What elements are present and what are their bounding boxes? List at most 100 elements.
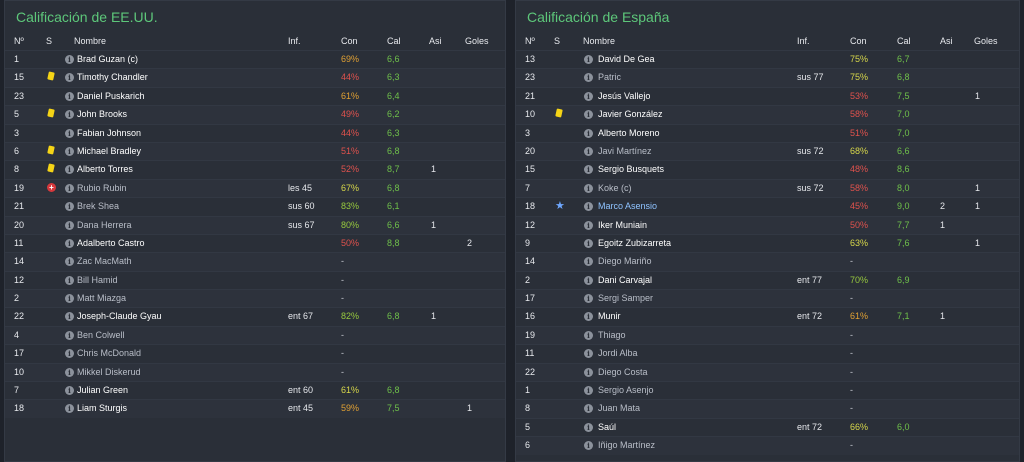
- info-icon[interactable]: i: [65, 312, 74, 322]
- table-row[interactable]: 7 i Koke (c) sus 72 58% 8,0 1: [516, 178, 1019, 198]
- player-name[interactable]: Rubio Rubin: [77, 182, 127, 193]
- player-name[interactable]: Liam Sturgis: [77, 403, 128, 414]
- table-row[interactable]: 17 i Sergi Samper -: [516, 289, 1019, 308]
- col-con-header[interactable]: Con: [341, 36, 358, 46]
- col-s-header[interactable]: S: [554, 36, 561, 46]
- info-icon[interactable]: i: [65, 128, 74, 138]
- player-name[interactable]: Michael Bradley: [77, 145, 142, 156]
- info-icon[interactable]: i: [65, 275, 74, 285]
- table-row[interactable]: 23 i Daniel Puskarich 61% 6,4: [5, 86, 505, 105]
- table-row[interactable]: 10 i Mikkel Diskerud -: [5, 362, 505, 382]
- player-name[interactable]: Patric: [598, 72, 622, 83]
- table-row[interactable]: 19 i Thiago -: [516, 325, 1019, 345]
- info-icon[interactable]: i: [584, 55, 593, 64]
- table-row[interactable]: 13 i David De Gea 75% 6,7: [516, 50, 1019, 68]
- table-row[interactable]: 6 i Iñigo Martínez -: [516, 436, 1019, 455]
- info-icon[interactable]: i: [584, 183, 593, 193]
- player-name[interactable]: Munir: [598, 311, 621, 322]
- player-name[interactable]: Koke (c): [598, 182, 632, 193]
- table-row[interactable]: 9 i Egoitz Zubizarreta 63% 7,6 1: [516, 233, 1019, 252]
- player-name[interactable]: Adalberto Castro: [77, 237, 145, 248]
- info-icon[interactable]: i: [584, 312, 593, 322]
- col-con-header[interactable]: Con: [850, 36, 867, 46]
- info-icon[interactable]: i: [584, 349, 593, 359]
- player-name[interactable]: Javi Martínez: [598, 145, 652, 156]
- player-name[interactable]: Jordi Alba: [598, 348, 638, 359]
- info-icon[interactable]: i: [584, 275, 593, 285]
- player-name[interactable]: Iñigo Martínez: [598, 440, 656, 451]
- info-icon[interactable]: i: [584, 257, 593, 267]
- player-name[interactable]: Chris McDonald: [77, 348, 142, 359]
- player-name[interactable]: Diego Mariño: [598, 256, 652, 267]
- table-row[interactable]: 23 i Patric sus 77 75% 6,8: [516, 68, 1019, 87]
- col-name-header[interactable]: Nombre: [583, 36, 616, 46]
- col-inf-header[interactable]: Inf.: [288, 36, 301, 46]
- info-icon[interactable]: i: [65, 294, 74, 304]
- info-icon[interactable]: i: [65, 55, 74, 64]
- table-row[interactable]: 18 i Liam Sturgis ent 45 59% 7,5 1: [5, 399, 505, 418]
- player-name[interactable]: Timothy Chandler: [77, 72, 148, 83]
- table-row[interactable]: 6 i Michael Bradley 51% 6,8: [5, 141, 505, 161]
- table-row[interactable]: 2 i Dani Carvajal ent 77 70% 6,9: [516, 270, 1019, 289]
- player-name[interactable]: Ben Colwell: [77, 329, 125, 340]
- info-icon[interactable]: i: [584, 165, 593, 175]
- player-name[interactable]: Saúl: [598, 421, 617, 432]
- info-icon[interactable]: i: [584, 220, 593, 230]
- player-name[interactable]: Egoitz Zubizarreta: [598, 237, 672, 248]
- info-icon[interactable]: i: [584, 367, 593, 377]
- player-name[interactable]: Alberto Torres: [77, 164, 133, 175]
- col-goles-header[interactable]: Goles: [974, 36, 998, 46]
- info-icon[interactable]: i: [584, 422, 593, 432]
- player-name[interactable]: Joseph-Claude Gyau: [77, 311, 162, 322]
- info-icon[interactable]: i: [65, 220, 74, 230]
- col-cal-header[interactable]: Cal: [897, 36, 911, 46]
- player-name[interactable]: Sergi Samper: [598, 293, 654, 304]
- info-icon[interactable]: i: [65, 165, 74, 175]
- info-icon[interactable]: i: [584, 404, 593, 414]
- player-name[interactable]: Alberto Moreno: [598, 127, 660, 138]
- table-row[interactable]: 19 + i Rubio Rubin les 45 67% 6,8: [5, 178, 505, 198]
- player-name[interactable]: Julian Green: [77, 385, 129, 396]
- player-name[interactable]: Sergio Busquets: [598, 164, 665, 175]
- table-row[interactable]: 1 i Brad Guzan (c) 69% 6,6: [5, 50, 505, 68]
- player-name[interactable]: Jesús Vallejo: [598, 90, 651, 101]
- col-asi-header[interactable]: Asi: [940, 36, 953, 46]
- info-icon[interactable]: i: [584, 386, 593, 396]
- col-goles-header[interactable]: Goles: [465, 36, 489, 46]
- info-icon[interactable]: i: [584, 73, 593, 83]
- player-name[interactable]: Sergio Asenjo: [598, 385, 654, 396]
- col-num-header[interactable]: Nº: [14, 36, 24, 46]
- table-row[interactable]: 20 i Javi Martínez sus 72 68% 6,6: [516, 141, 1019, 161]
- table-row[interactable]: 8 i Alberto Torres 52% 8,7 1: [5, 160, 505, 178]
- player-name[interactable]: Matt Miazga: [77, 293, 127, 304]
- table-row[interactable]: 14 i Zac MacMath -: [5, 252, 505, 271]
- table-row[interactable]: 12 i Bill Hamid -: [5, 270, 505, 289]
- table-row[interactable]: 15 i Timothy Chandler 44% 6,3: [5, 68, 505, 87]
- info-icon[interactable]: i: [584, 294, 593, 304]
- table-row[interactable]: 12 i Iker Muniain 50% 7,7 1: [516, 215, 1019, 234]
- info-icon[interactable]: i: [65, 183, 74, 193]
- table-row[interactable]: 14 i Diego Mariño -: [516, 252, 1019, 271]
- table-row[interactable]: 7 i Julian Green ent 60 61% 6,8: [5, 381, 505, 399]
- info-icon[interactable]: i: [65, 349, 74, 359]
- info-icon[interactable]: i: [584, 330, 593, 340]
- player-name[interactable]: Juan Mata: [598, 403, 641, 414]
- table-row[interactable]: 17 i Chris McDonald -: [5, 344, 505, 362]
- col-inf-header[interactable]: Inf.: [797, 36, 810, 46]
- info-icon[interactable]: i: [65, 257, 74, 267]
- col-cal-header[interactable]: Cal: [387, 36, 401, 46]
- table-row[interactable]: 11 i Jordi Alba -: [516, 344, 1019, 362]
- player-name[interactable]: Zac MacMath: [77, 256, 132, 267]
- player-name[interactable]: Javier González: [598, 109, 663, 120]
- player-name[interactable]: Daniel Puskarich: [77, 90, 145, 101]
- table-row[interactable]: 21 i Jesús Vallejo 53% 7,5 1: [516, 86, 1019, 105]
- player-name[interactable]: Diego Costa: [598, 366, 648, 377]
- player-name[interactable]: Dani Carvajal: [598, 274, 653, 285]
- table-row[interactable]: 8 i Juan Mata -: [516, 399, 1019, 418]
- info-icon[interactable]: i: [65, 238, 74, 248]
- player-name[interactable]: Fabian Johnson: [77, 127, 142, 138]
- info-icon[interactable]: i: [584, 110, 593, 120]
- info-icon[interactable]: i: [584, 202, 593, 212]
- table-row[interactable]: 4 i Ben Colwell -: [5, 325, 505, 345]
- info-icon[interactable]: i: [65, 73, 74, 83]
